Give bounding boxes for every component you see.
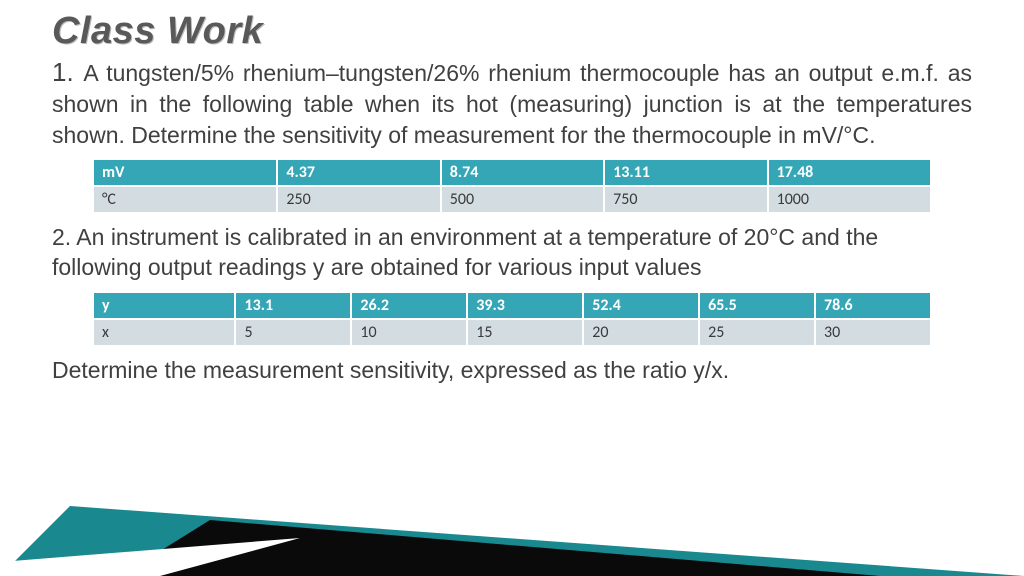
cell: 20: [583, 319, 699, 346]
table-1-wrap: mV 4.37 8.74 13.11 17.48 °C 250 500 750 …: [52, 156, 972, 222]
cell: 250: [277, 186, 440, 213]
table-1: mV 4.37 8.74 13.11 17.48 °C 250 500 750 …: [92, 158, 932, 214]
cell: 52.4: [583, 292, 699, 319]
table-2-wrap: y 13.1 26.2 39.3 52.4 65.5 78.6 x 5 10 1…: [52, 289, 972, 355]
cell: 13.1: [235, 292, 351, 319]
cell: 8.74: [441, 159, 604, 186]
table-row: °C 250 500 750 1000: [93, 186, 931, 213]
table-row: mV 4.37 8.74 13.11 17.48: [93, 159, 931, 186]
cell: 13.11: [604, 159, 767, 186]
cell: 30: [815, 319, 931, 346]
cell: 5: [235, 319, 351, 346]
cell: 26.2: [351, 292, 467, 319]
question-2: 2. An instrument is calibrated in an env…: [52, 222, 972, 283]
cell: x: [93, 319, 235, 346]
cell: 65.5: [699, 292, 815, 319]
q1-number: 1.: [52, 57, 83, 87]
decor-black: [120, 520, 880, 576]
cell: 750: [604, 186, 767, 213]
footer-decor: [0, 506, 1024, 576]
page-title: Class Work: [52, 10, 972, 53]
cell: 25: [699, 319, 815, 346]
table-row: x 5 10 15 20 25 30: [93, 319, 931, 346]
cell: 1000: [768, 186, 931, 213]
table-row: y 13.1 26.2 39.3 52.4 65.5 78.6: [93, 292, 931, 319]
cell: y: [93, 292, 235, 319]
question-1: 1. A tungsten/5% rhenium–tungsten/26% rh…: [52, 55, 972, 150]
question-3: Determine the measurement sensitivity, e…: [52, 355, 972, 385]
cell: 500: [441, 186, 604, 213]
slide-body: Class Work 1. A tungsten/5% rhenium–tung…: [0, 0, 1024, 385]
cell: 17.48: [768, 159, 931, 186]
decor-teal: [0, 506, 1024, 576]
cell: 78.6: [815, 292, 931, 319]
decor-white: [0, 538, 300, 576]
cell: °C: [93, 186, 277, 213]
q1-text: A tungsten/5% rhenium–tungsten/26% rheni…: [52, 60, 972, 148]
cell: 15: [467, 319, 583, 346]
cell: 10: [351, 319, 467, 346]
cell: 4.37: [277, 159, 440, 186]
table-2: y 13.1 26.2 39.3 52.4 65.5 78.6 x 5 10 1…: [92, 291, 932, 347]
cell: 39.3: [467, 292, 583, 319]
cell: mV: [93, 159, 277, 186]
